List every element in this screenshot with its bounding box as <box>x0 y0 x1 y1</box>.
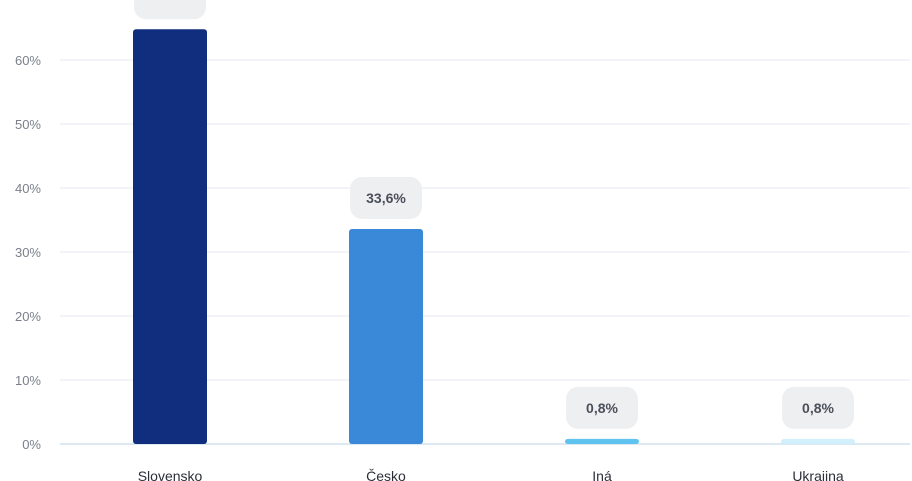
data-label-bubble <box>134 0 206 20</box>
y-tick-label: 20% <box>15 309 41 324</box>
data-label: 0,8% <box>586 400 618 416</box>
data-label: 33,6% <box>366 190 406 206</box>
y-tick-label: 50% <box>15 117 41 132</box>
bar <box>349 228 423 444</box>
y-tick-label: 30% <box>15 245 41 260</box>
bar <box>133 29 207 445</box>
y-tick-label: 10% <box>15 373 41 388</box>
data-labels: 33,6% 0,8% 0,8% <box>134 0 854 429</box>
bars <box>133 29 855 445</box>
data-label-bubble <box>566 386 638 429</box>
x-axis: Slovensko Česko Iná Ukrajina <box>138 468 844 481</box>
x-tick-label: Ukrajina <box>792 468 844 481</box>
x-tick-label: Česko <box>366 468 406 481</box>
y-axis: 0% 10% 20% 30% 40% 50% 60% <box>15 53 41 452</box>
data-label-bubble <box>350 176 422 219</box>
x-tick-label: Iná <box>592 468 612 481</box>
bar <box>565 438 639 444</box>
y-tick-label: 0% <box>22 437 41 452</box>
data-label-bubble <box>782 386 854 429</box>
y-tick-label: 40% <box>15 181 41 196</box>
bar <box>781 438 855 444</box>
y-tick-label: 60% <box>15 53 41 68</box>
x-tick-label: Slovensko <box>138 468 203 481</box>
data-label: 0,8% <box>802 400 834 416</box>
